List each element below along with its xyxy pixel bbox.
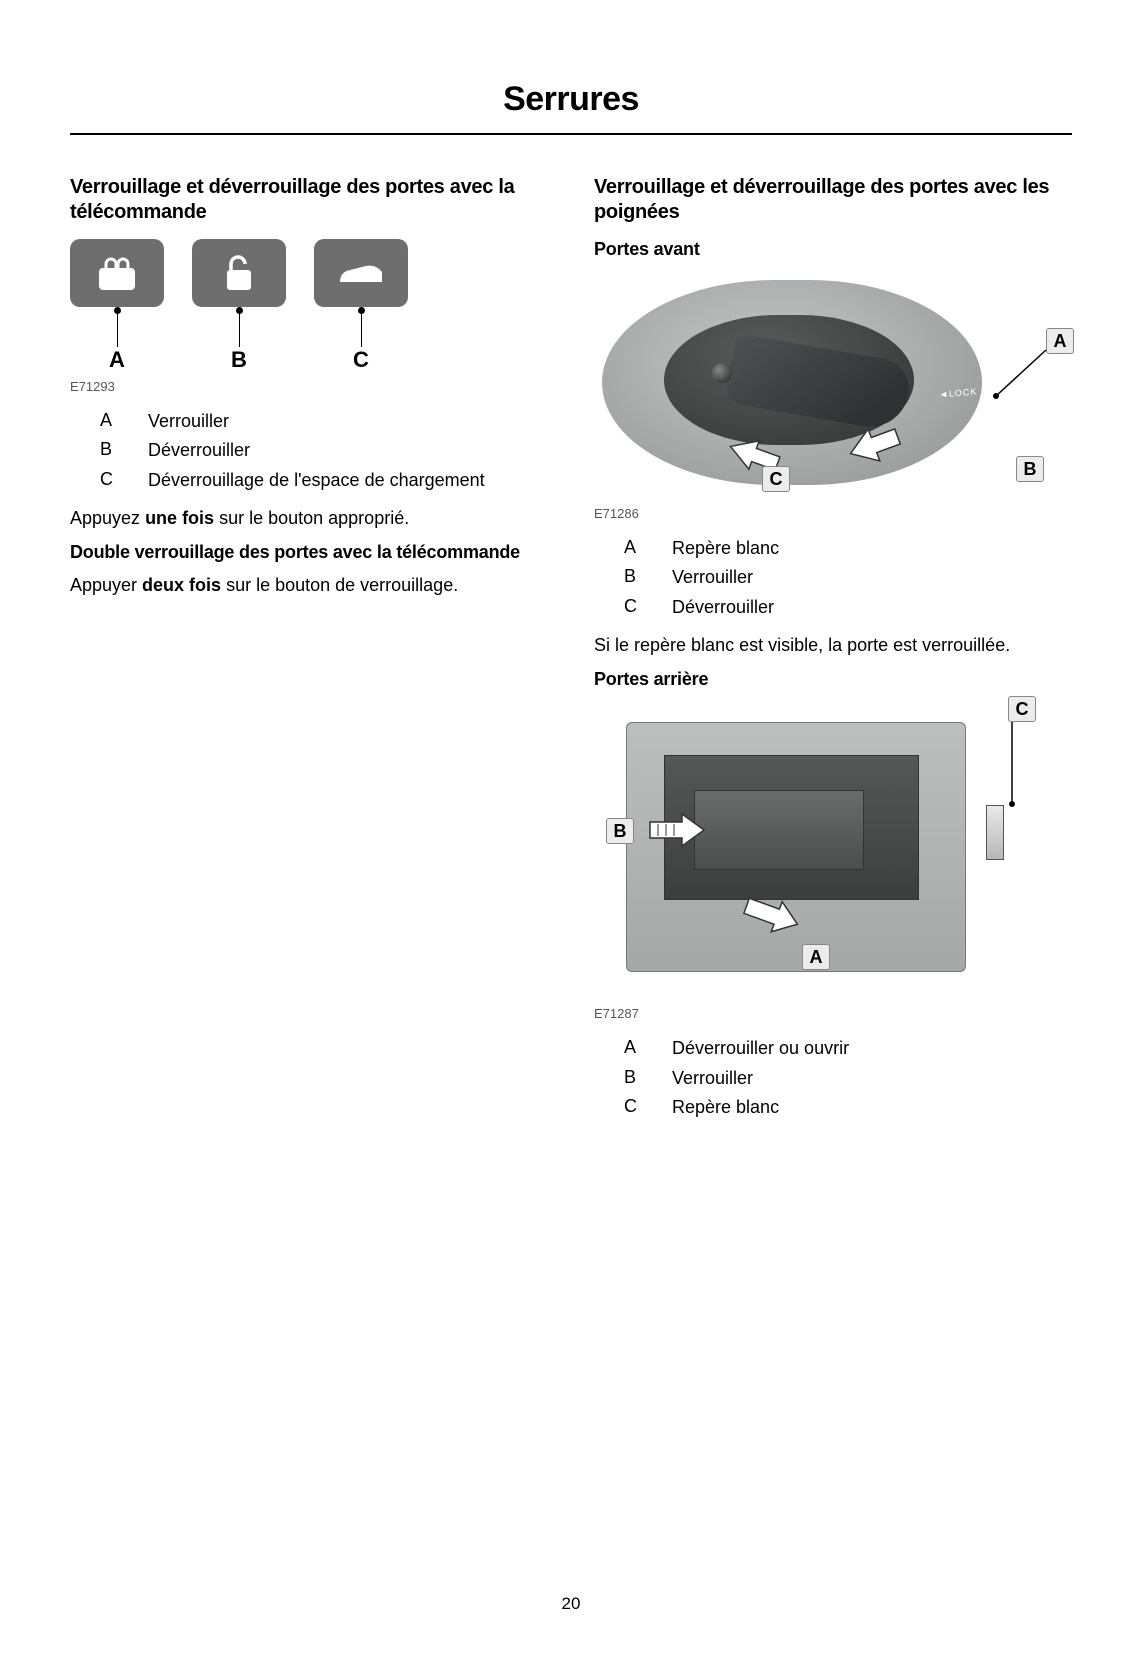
paragraph: Appuyer deux fois sur le bouton de verro… — [70, 573, 548, 597]
remote-label-c: C — [314, 347, 408, 373]
unlock-icon — [217, 254, 261, 292]
callout-b: B — [1016, 456, 1044, 482]
legend-row: B Verrouiller — [624, 566, 1072, 589]
lock-icon — [95, 254, 139, 292]
legend-row: C Déverrouillage de l'espace de chargeme… — [100, 469, 548, 492]
left-heading: Verrouillage et déverrouillage des porte… — [70, 175, 548, 225]
image-reference: E71287 — [594, 1006, 1072, 1021]
right-heading: Verrouillage et déverrouillage des porte… — [594, 175, 1072, 225]
page-title: Serrures — [70, 80, 1072, 135]
left-column: Verrouillage et déverrouillage des porte… — [70, 175, 548, 1134]
arrow-a-icon — [739, 895, 805, 941]
trunk-icon — [336, 258, 386, 288]
callout-a: A — [1046, 328, 1074, 354]
remote-figure: A B C — [70, 239, 548, 373]
front-door-figure: ◄LOCK A B C — [594, 270, 1072, 500]
callout-c: C — [762, 466, 790, 492]
arrow-b-icon — [844, 420, 914, 470]
rear-door-figure: C B A — [594, 700, 1072, 1000]
legend-row: B Déverrouiller — [100, 439, 548, 462]
remote-label-b: B — [192, 347, 286, 373]
legend-row: C Déverrouiller — [624, 596, 1072, 619]
paragraph: Si le repère blanc est visible, la porte… — [594, 633, 1072, 657]
right-column: Verrouillage et déverrouillage des porte… — [594, 175, 1072, 1134]
legend-row: B Verrouiller — [624, 1067, 1072, 1090]
remote-legend: A Verrouiller B Déverrouiller C Déverrou… — [100, 410, 548, 492]
callout-b: B — [606, 818, 634, 844]
legend-row: A Déverrouiller ou ouvrir — [624, 1037, 1072, 1060]
legend-row: A Verrouiller — [100, 410, 548, 433]
callout-c: C — [1008, 696, 1036, 722]
image-reference: E71286 — [594, 506, 1072, 521]
arrow-b-icon — [644, 810, 710, 850]
left-subheading: Double verrouillage des portes avec la t… — [70, 542, 548, 563]
remote-lock-button — [70, 239, 164, 307]
manual-page: Serrures Verrouillage et déverrouillage … — [0, 0, 1142, 1654]
callout-a: A — [802, 944, 830, 970]
front-doors-heading: Portes avant — [594, 239, 1072, 260]
two-column-layout: Verrouillage et déverrouillage des porte… — [70, 175, 1072, 1134]
remote-trunk-button — [314, 239, 408, 307]
paragraph: Appuyez une fois sur le bouton approprié… — [70, 506, 548, 530]
front-legend: A Repère blanc B Verrouiller C Déverroui… — [624, 537, 1072, 619]
rear-doors-heading: Portes arrière — [594, 669, 1072, 690]
legend-row: A Repère blanc — [624, 537, 1072, 560]
rear-legend: A Déverrouiller ou ouvrir B Verrouiller … — [624, 1037, 1072, 1119]
legend-row: C Repère blanc — [624, 1096, 1072, 1119]
remote-label-a: A — [70, 347, 164, 373]
remote-unlock-button — [192, 239, 286, 307]
page-number: 20 — [0, 1594, 1142, 1614]
image-reference: E71293 — [70, 379, 548, 394]
